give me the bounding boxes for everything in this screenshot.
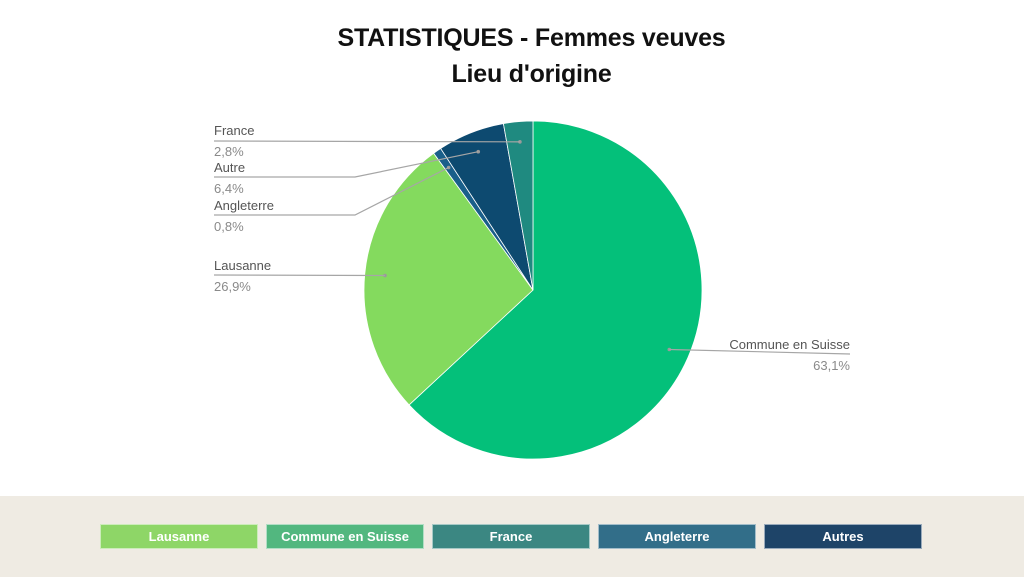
legend-item-lausanne: Lausanne bbox=[100, 524, 258, 549]
pie-slice-commune-en-suisse bbox=[408, 120, 703, 460]
leader-line bbox=[213, 274, 385, 277]
leader-line bbox=[669, 348, 851, 355]
slice-value-label: 6,4% bbox=[214, 181, 244, 196]
leader-line bbox=[213, 140, 520, 143]
slice-label: Lausanne bbox=[214, 258, 271, 273]
leader-dot bbox=[383, 273, 387, 278]
legend-item-france: France bbox=[432, 524, 590, 549]
pie-slice-lausanne bbox=[363, 152, 534, 406]
pie-slice-france bbox=[502, 120, 534, 291]
chart-title: STATISTIQUES - Femmes veuves bbox=[337, 24, 726, 52]
leader-line bbox=[214, 151, 479, 178]
chart-subtitle: Lieu d'origine bbox=[451, 60, 612, 88]
slice-label: France bbox=[214, 123, 254, 138]
slice-value-label: 63,1% bbox=[813, 358, 850, 373]
legend-item-autres: Autres bbox=[764, 524, 922, 549]
legend-item-commune: Commune en Suisse bbox=[266, 524, 424, 549]
leader-line bbox=[214, 166, 449, 216]
slice-label: Autre bbox=[214, 160, 245, 175]
slice-value-label: 26,9% bbox=[214, 279, 251, 294]
pie-chart: Commune en Suisse 63,1% Lausanne 26,9% Angle… bbox=[213, 120, 851, 460]
slice-label: Angleterre bbox=[214, 198, 274, 213]
slice-value-label: 0,8% bbox=[214, 219, 244, 234]
slice-value-label: 2,8% bbox=[214, 144, 244, 159]
slice-label: Commune en Suisse bbox=[729, 337, 850, 352]
legend-item-angleterre: Angleterre bbox=[598, 524, 756, 549]
